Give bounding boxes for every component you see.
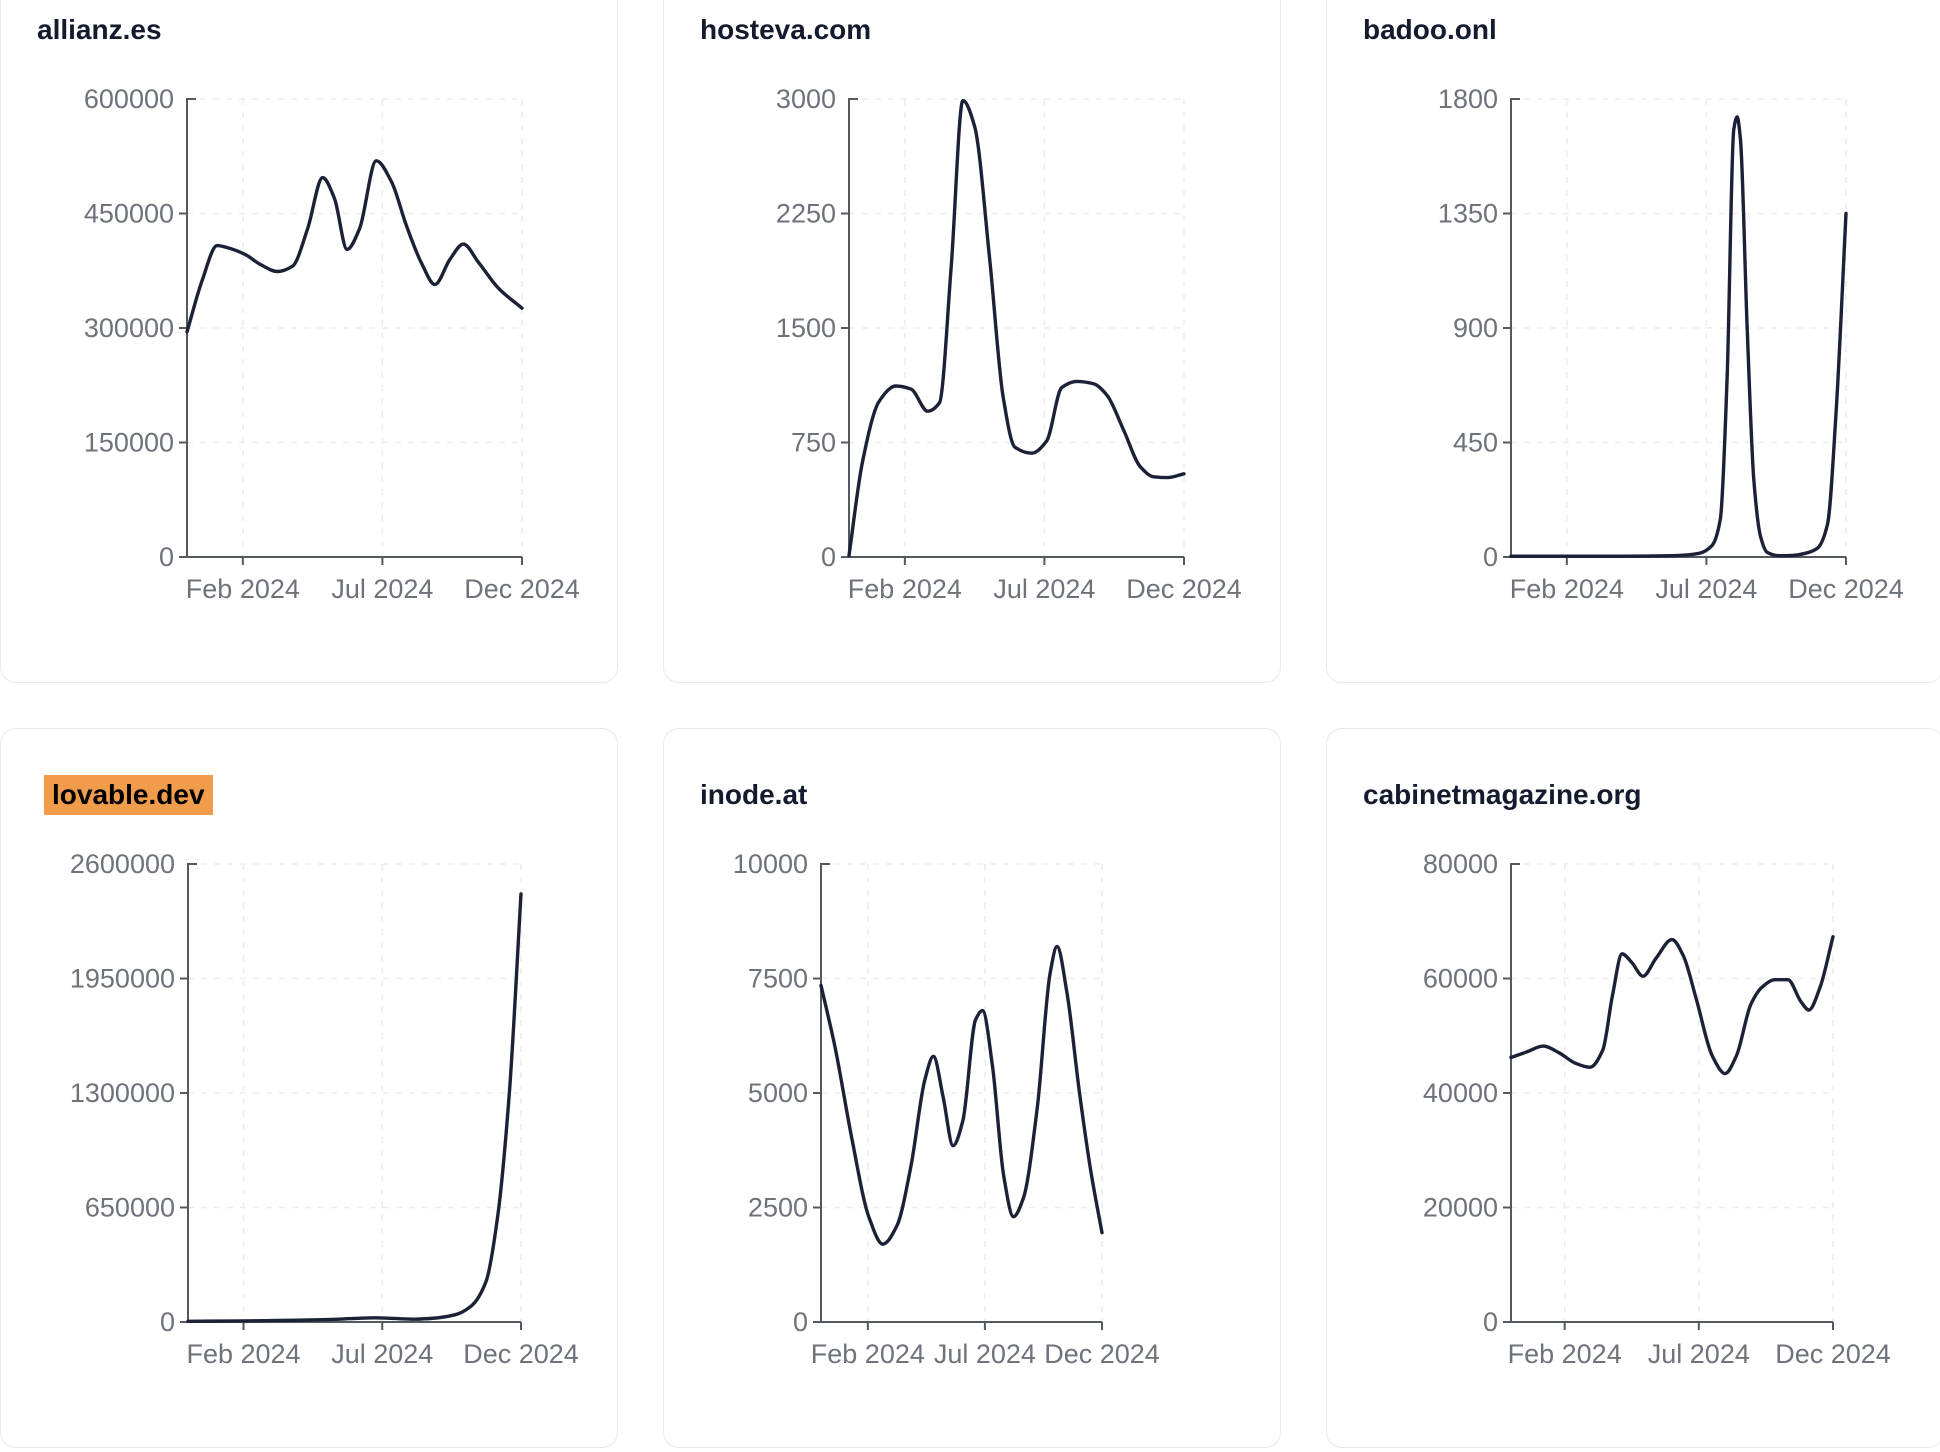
svg-text:Dec 2024: Dec 2024 [1775, 1339, 1891, 1369]
svg-text:450: 450 [1453, 428, 1498, 458]
svg-text:Feb 2024: Feb 2024 [1510, 574, 1624, 604]
traffic-line-chart: 600000 450000 300000 150000 0 Feb 2024 Jul 202… [84, 84, 580, 604]
traffic-line-chart: 1800 1350 900 450 0 Feb 2024 Jul 2024 Dec 2024 [1438, 84, 1904, 604]
svg-text:Jul 2024: Jul 2024 [331, 574, 433, 604]
svg-text:60000: 60000 [1423, 964, 1498, 994]
domain-title: cabinetmagazine.org [1363, 779, 1642, 810]
svg-text:300000: 300000 [84, 313, 174, 343]
domain-card-lovable: lovable.dev 2600000 1950000 1300000 650000 0… [0, 728, 618, 1448]
svg-text:650000: 650000 [85, 1193, 175, 1223]
domain-title-wrap: cabinetmagazine.org [1363, 775, 1642, 815]
svg-text:0: 0 [160, 1307, 175, 1337]
svg-text:1950000: 1950000 [70, 964, 175, 994]
svg-text:1800: 1800 [1438, 84, 1498, 114]
svg-text:Dec 2024: Dec 2024 [1126, 574, 1242, 604]
traffic-line-chart: 2600000 1950000 1300000 650000 0 Feb 2024 Jul … [70, 849, 579, 1369]
domain-title-wrap: lovable.dev [37, 775, 213, 815]
traffic-line-chart: 80000 60000 40000 20000 0 Feb 2024 Jul 2024 Dec… [1423, 849, 1891, 1369]
traffic-line-chart: 3000 2250 1500 750 0 Feb 2024 Jul 2024 Dec 2024 [776, 84, 1242, 604]
svg-text:Jul 2024: Jul 2024 [934, 1339, 1036, 1369]
svg-text:20000: 20000 [1423, 1193, 1498, 1223]
svg-text:Feb 2024: Feb 2024 [1508, 1339, 1622, 1369]
domain-title-wrap: badoo.onl [1363, 10, 1497, 50]
svg-text:Dec 2024: Dec 2024 [1788, 574, 1904, 604]
svg-text:Feb 2024: Feb 2024 [848, 574, 962, 604]
svg-text:Feb 2024: Feb 2024 [186, 574, 300, 604]
svg-text:Jul 2024: Jul 2024 [1655, 574, 1757, 604]
svg-text:40000: 40000 [1423, 1078, 1498, 1108]
svg-text:3000: 3000 [776, 84, 836, 114]
svg-text:5000: 5000 [748, 1078, 808, 1108]
svg-text:450000: 450000 [84, 199, 174, 229]
svg-text:Jul 2024: Jul 2024 [1648, 1339, 1750, 1369]
svg-text:0: 0 [821, 542, 836, 572]
domain-title: allianz.es [37, 14, 162, 45]
domain-title-highlighted: lovable.dev [44, 775, 213, 815]
svg-text:Dec 2024: Dec 2024 [464, 574, 580, 604]
svg-text:0: 0 [1483, 1307, 1498, 1337]
svg-text:1300000: 1300000 [70, 1078, 175, 1108]
svg-text:Jul 2024: Jul 2024 [331, 1339, 433, 1369]
svg-text:150000: 150000 [84, 428, 174, 458]
svg-text:1500: 1500 [776, 313, 836, 343]
svg-text:2600000: 2600000 [70, 849, 175, 879]
domain-title-wrap: inode.at [700, 775, 807, 815]
domain-title-wrap: hosteva.com [700, 10, 871, 50]
svg-text:10000: 10000 [733, 849, 808, 879]
svg-text:750: 750 [791, 428, 836, 458]
svg-text:80000: 80000 [1423, 849, 1498, 879]
svg-text:2250: 2250 [776, 199, 836, 229]
svg-text:7500: 7500 [748, 964, 808, 994]
svg-text:0: 0 [1483, 542, 1498, 572]
domain-title: inode.at [700, 779, 808, 810]
svg-text:0: 0 [159, 542, 174, 572]
svg-text:Feb 2024: Feb 2024 [811, 1339, 925, 1369]
domain-card-inode: inode.at 10000 7500 5000 2500 0 Feb 2024 Jul 2… [663, 728, 1281, 1448]
svg-text:600000: 600000 [84, 84, 174, 114]
card-row-1: allianz.es 600000 450000 300000 150000 0 Feb … [0, 0, 1940, 683]
domain-card-hosteva: hosteva.com 3000 2250 1500 750 0 Feb 2024 Jul … [663, 0, 1281, 683]
svg-text:900: 900 [1453, 313, 1498, 343]
svg-text:0: 0 [793, 1307, 808, 1337]
svg-text:Dec 2024: Dec 2024 [463, 1339, 579, 1369]
domain-title-wrap: allianz.es [37, 10, 162, 50]
svg-text:2500: 2500 [748, 1193, 808, 1223]
svg-text:1350: 1350 [1438, 199, 1498, 229]
domain-title: badoo.onl [1363, 14, 1497, 45]
svg-text:Jul 2024: Jul 2024 [993, 574, 1095, 604]
svg-text:Feb 2024: Feb 2024 [186, 1339, 300, 1369]
card-row-2: lovable.dev 2600000 1950000 1300000 650000 0… [0, 728, 1940, 1448]
domain-card-allianz: allianz.es 600000 450000 300000 150000 0 Feb … [0, 0, 618, 683]
domain-card-cabinetmagazine: cabinetmagazine.org 80000 60000 40000 20000… [1326, 728, 1940, 1448]
domain-card-badoo: badoo.onl 1800 1350 900 450 0 Feb 2024 Jul 202… [1326, 0, 1940, 683]
domain-title: hosteva.com [700, 14, 872, 45]
svg-text:Dec 2024: Dec 2024 [1044, 1339, 1160, 1369]
